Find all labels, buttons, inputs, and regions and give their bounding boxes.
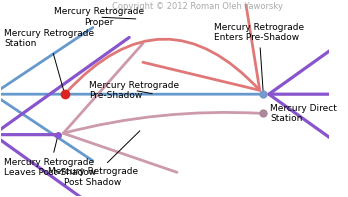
FancyArrowPatch shape (269, 0, 348, 191)
Text: Mercury Retrograde
Enters Pre-Shadow: Mercury Retrograde Enters Pre-Shadow (214, 23, 304, 91)
Text: Mercury Retrograde
Station: Mercury Retrograde Station (4, 29, 94, 92)
Text: Mercury Retrograde
Leaves Post-Shadow: Mercury Retrograde Leaves Post-Shadow (4, 137, 96, 177)
FancyArrowPatch shape (0, 37, 129, 197)
Text: Mercury Retrograde
Pre-Shadow: Mercury Retrograde Pre-Shadow (89, 81, 180, 100)
FancyArrowPatch shape (63, 43, 261, 172)
Text: Mercury Direct
Station: Mercury Direct Station (263, 104, 337, 123)
Text: Copyright © 2012 Roman Oleh Yaworsky: Copyright © 2012 Roman Oleh Yaworsky (112, 2, 283, 11)
Text: Mercury Retrograde
Proper: Mercury Retrograde Proper (54, 7, 144, 27)
Text: Mercury Retrograde
Post Shadow: Mercury Retrograde Post Shadow (48, 131, 140, 187)
FancyArrowPatch shape (0, 28, 261, 161)
FancyArrowPatch shape (66, 0, 260, 92)
